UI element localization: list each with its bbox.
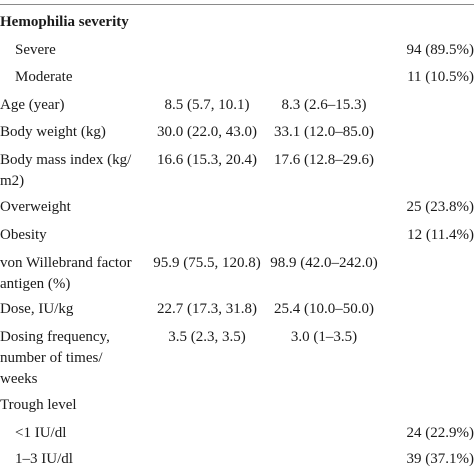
row-label-severe: Severe: [15, 42, 56, 58]
row-range-age: 8.3 (2.6–15.3): [281, 97, 367, 113]
row-label-age: Age (year): [0, 97, 65, 113]
row-range-body-weight: 33.1 (12.0–85.0): [274, 124, 374, 140]
row-value-trough-lt1: 24 (22.9%): [406, 425, 474, 441]
row-label-obesity: Obesity: [0, 227, 47, 243]
row-range-vwf-antigen: 98.9 (42.0–242.0): [270, 255, 378, 271]
table-top-rule: [0, 4, 474, 5]
row-value-severe: 94 (89.5%): [406, 42, 474, 58]
row-range-dosing-frequency: 3.0 (1–3.5): [290, 329, 358, 345]
row-median-vwf-antigen: 95.9 (75.5, 120.8): [153, 255, 261, 271]
row-label-body-weight: Body weight (kg): [0, 124, 106, 140]
row-median-bmi: 16.6 (15.3, 20.4): [157, 152, 257, 168]
row-label-bmi: Body mass index (kg/ m2): [0, 152, 132, 189]
row-median-age: 8.5 (5.7, 10.1): [164, 97, 250, 113]
row-label-dose: Dose, IU/kg: [0, 301, 74, 317]
row-label-trough-level: Trough level: [0, 397, 77, 413]
row-value-overweight: 25 (23.8%): [406, 199, 474, 215]
row-median-dose: 22.7 (17.3, 31.8): [157, 301, 257, 317]
row-label-moderate: Moderate: [15, 69, 73, 85]
row-value-obesity: 12 (11.4%): [407, 227, 474, 243]
row-label-vwf-antigen: von Willebrand factor antigen (%): [0, 255, 132, 292]
row-median-body-weight: 30.0 (22.0, 43.0): [157, 124, 257, 140]
row-median-dosing-frequency: 3.5 (2.3, 3.5): [168, 329, 246, 345]
row-value-moderate: 11 (10.5%): [407, 69, 474, 85]
row-range-bmi: 17.6 (12.8–29.6): [274, 152, 374, 168]
row-value-trough-1to3: 39 (37.1%): [406, 451, 474, 467]
section-header-hemophilia-severity: Hemophilia severity: [0, 14, 129, 30]
row-label-overweight: Overweight: [0, 199, 71, 215]
row-label-trough-lt1: <1 IU/dl: [15, 425, 67, 441]
row-label-trough-1to3: 1–3 IU/dl: [15, 451, 73, 467]
row-range-dose: 25.4 (10.0–50.0): [274, 301, 374, 317]
row-label-dosing-frequency: Dosing frequency, number of times/ weeks: [0, 329, 110, 387]
